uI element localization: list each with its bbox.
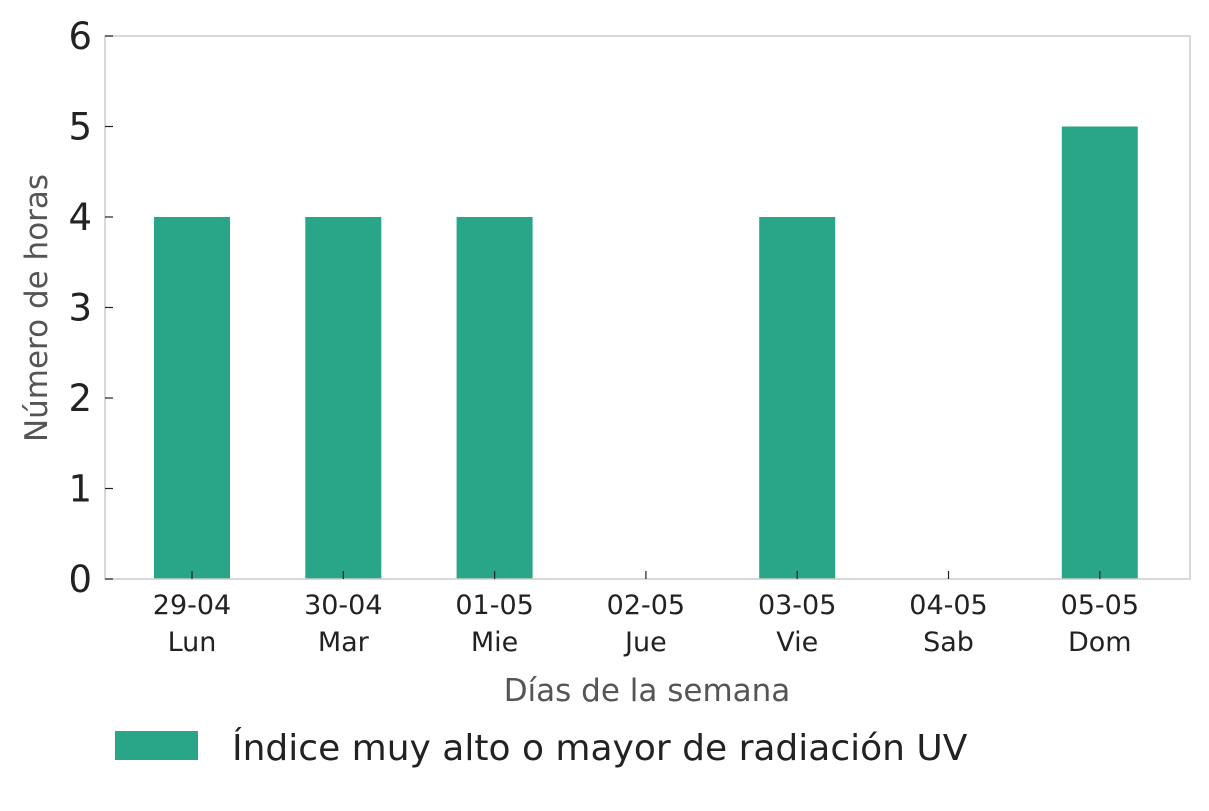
x-tick-label-day: Mie: [471, 627, 518, 658]
legend: Índice muy alto o mayor de radiación UV: [115, 727, 968, 769]
bar-01-05: [456, 217, 533, 579]
legend-swatch: [115, 731, 198, 760]
bars-layer: [154, 126, 1138, 579]
x-axis-label: Días de la semana: [504, 673, 791, 709]
x-tick-label-date: 29-04: [153, 590, 231, 621]
x-tick-label-day: Mar: [318, 627, 370, 658]
x-tick-label-day: Lun: [168, 627, 217, 658]
y-tick-label: 2: [68, 377, 92, 420]
x-tick-label-date: 05-05: [1061, 590, 1139, 621]
x-tick-label-date: 02-05: [607, 590, 685, 621]
y-tick-label: 5: [68, 106, 92, 149]
bar-30-04: [305, 217, 382, 579]
y-tick-label: 3: [68, 287, 92, 330]
y-tick-label: 0: [68, 558, 92, 601]
plot-frame: [104, 35, 1191, 580]
y-tick-label: 1: [68, 468, 92, 511]
x-tick-label-date: 04-05: [909, 590, 987, 621]
bar-29-04: [154, 217, 230, 579]
x-tick-label-date: 03-05: [758, 590, 836, 621]
x-tick-label-date: 30-04: [304, 590, 382, 621]
x-tick-label-day: Jue: [623, 627, 667, 658]
bar-05-05: [1061, 126, 1138, 579]
x-tick-label-day: Vie: [776, 627, 818, 658]
x-tick-label-day: Sab: [923, 627, 974, 658]
legend-label: Índice muy alto o mayor de radiación UV: [232, 727, 968, 769]
y-axis-ticks: 0 1 2 3 4 5 6: [68, 15, 113, 601]
y-tick-label: 6: [68, 15, 92, 58]
y-tick-label: 4: [68, 196, 92, 239]
y-axis-label: Número de horas: [19, 174, 55, 442]
bar-03-05: [759, 217, 836, 579]
x-tick-label-date: 01-05: [455, 590, 533, 621]
x-tick-label-day: Dom: [1068, 627, 1132, 658]
x-axis-ticks: 29-04 Lun 30-04 Mar 01-05 Mie 02-05 Jue 03-05 Vie…: [153, 571, 1139, 658]
